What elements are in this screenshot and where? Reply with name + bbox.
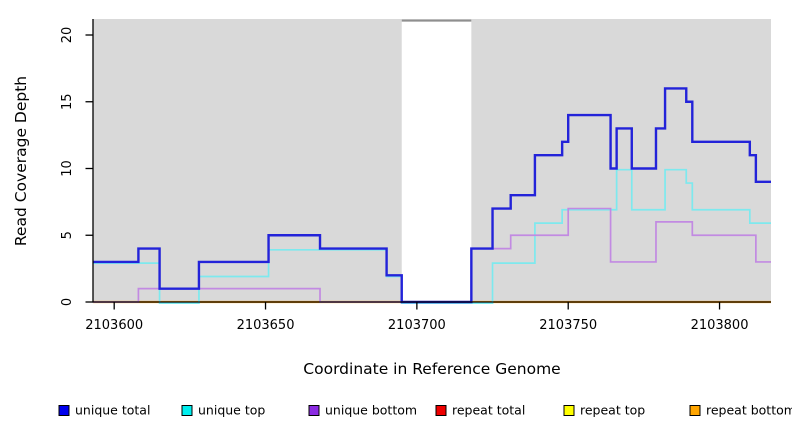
y-axis-label: Read Coverage Depth xyxy=(12,76,30,246)
series-line-unique-total xyxy=(93,87,771,304)
legend-label: unique top xyxy=(198,403,265,418)
legend-label: unique total xyxy=(75,403,150,418)
y-tick-label: 5 xyxy=(60,231,75,239)
legend-item-repeat-total: repeat total xyxy=(435,403,525,418)
legend-swatch xyxy=(308,405,320,416)
legend-swatch xyxy=(181,405,193,416)
y-axis-ticks: 0 5 10 15 20 xyxy=(60,27,93,306)
legend-label: repeat bottom xyxy=(706,403,792,418)
legend-item-unique-total: unique total xyxy=(58,403,150,418)
x-tick-label: 2103650 xyxy=(237,318,295,333)
legend: unique total unique top unique bottom repea… xyxy=(58,403,792,418)
legend-label: repeat total xyxy=(452,403,525,418)
y-tick-label: 10 xyxy=(60,160,75,177)
legend-label: repeat top xyxy=(580,403,645,418)
x-axis-label: Coordinate in Reference Genome xyxy=(303,360,560,378)
y-tick-label: 15 xyxy=(60,93,75,110)
legend-item-repeat-top: repeat top xyxy=(563,403,645,418)
x-tick-label: 2103800 xyxy=(691,318,749,333)
series-line-unique-top xyxy=(93,168,771,305)
legend-swatch xyxy=(435,405,447,416)
y-tick-label: 0 xyxy=(60,298,75,306)
series-line-unique-bottom xyxy=(93,207,771,303)
legend-item-repeat-bottom: repeat bottom xyxy=(689,403,792,418)
x-tick-label: 2103700 xyxy=(388,318,446,333)
legend-swatch xyxy=(563,405,575,416)
legend-item-unique-top: unique top xyxy=(181,403,265,418)
masked-region xyxy=(401,19,472,302)
legend-swatch xyxy=(689,405,701,416)
legend-item-unique-bottom: unique bottom xyxy=(308,403,417,418)
plot-panel xyxy=(93,19,771,302)
x-axis-ticks: 2103600 2103650 2103700 2103750 2103800 xyxy=(85,302,748,333)
x-tick-label: 2103600 xyxy=(85,318,143,333)
legend-swatch xyxy=(58,405,70,416)
y-tick-label: 20 xyxy=(60,27,75,44)
legend-label: unique bottom xyxy=(325,403,417,418)
x-tick-label: 2103750 xyxy=(539,318,597,333)
